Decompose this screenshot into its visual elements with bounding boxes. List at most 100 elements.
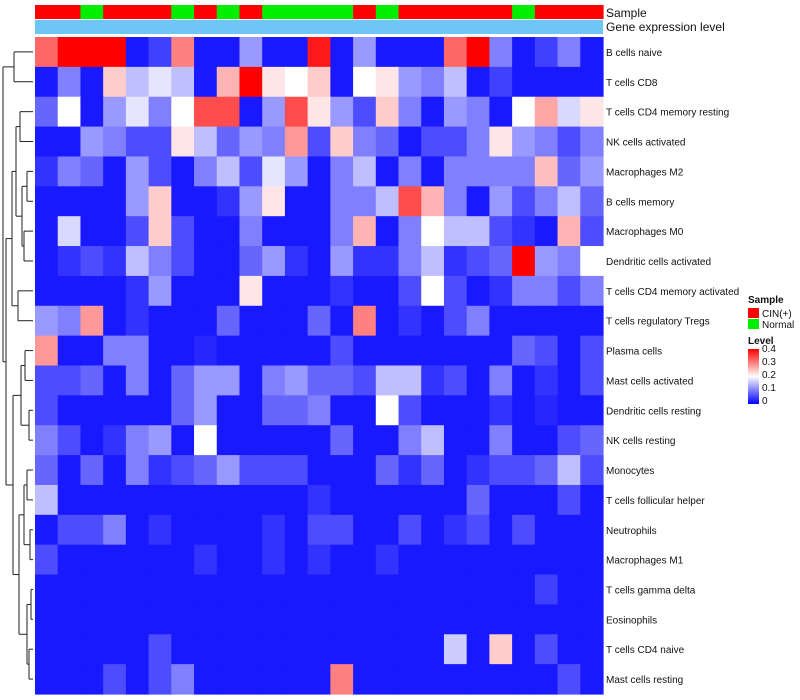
heatmap-cell (466, 246, 490, 277)
heatmap-cell (398, 484, 422, 516)
row-label: T cells follicular helper (606, 496, 705, 507)
heatmap-cell (194, 216, 218, 247)
heatmap-cell (375, 216, 400, 247)
heatmap-cell (466, 634, 490, 665)
heatmap-cell (398, 96, 422, 128)
heatmap-cell (103, 425, 127, 456)
heatmap-cell (103, 365, 127, 396)
heatmap-cell (443, 634, 468, 665)
heatmap-cell (512, 126, 536, 158)
heatmap-cell (262, 66, 286, 98)
heatmap-cell (284, 395, 309, 426)
heatmap-cell (307, 305, 331, 337)
heatmap-cell (239, 664, 263, 695)
heatmap-cell (375, 96, 400, 128)
heatmap-cell (262, 425, 286, 456)
heatmap-cell (148, 37, 172, 68)
heatmap-cell (375, 484, 400, 516)
sample-annotation-bar (35, 5, 604, 19)
heatmap-cell (353, 365, 377, 396)
heatmap-cell (398, 365, 422, 396)
heatmap-cell (512, 574, 536, 606)
heatmap-cell (489, 365, 513, 396)
heatmap-cell (239, 246, 263, 277)
heatmap-cell (103, 96, 127, 128)
heatmap-cell (330, 514, 354, 546)
heatmap-cell (307, 395, 331, 426)
heatmap-cell (421, 186, 445, 217)
heatmap-cell (443, 455, 468, 486)
heatmap-cell (353, 544, 377, 576)
heatmap-cell (512, 544, 536, 576)
heatmap-cell (171, 574, 195, 606)
heatmap-cell (80, 664, 104, 695)
heatmap-cell (443, 604, 468, 635)
heatmap-cell (216, 365, 241, 396)
heatmap-cell (580, 365, 604, 396)
heatmap-cell (466, 275, 490, 307)
heatmap-cell (103, 395, 127, 426)
heatmap-cell (216, 425, 241, 456)
heatmap-cell (103, 604, 127, 635)
heatmap-cell (353, 335, 377, 367)
heatmap-cell (580, 66, 604, 98)
heatmap-cell (421, 574, 445, 606)
heatmap-cell (307, 96, 331, 128)
heatmap-cell (194, 514, 218, 546)
heatmap-cell (330, 544, 354, 576)
heatmap-cell (125, 305, 150, 337)
heatmap-cell (57, 156, 82, 187)
heatmap-cell (262, 275, 286, 307)
heatmap-cell (216, 126, 241, 158)
heatmap-cell (148, 544, 172, 576)
heatmap-cell (443, 156, 468, 187)
heatmap-cell (421, 604, 445, 635)
heatmap-cell (580, 156, 604, 187)
heatmap-cell (580, 574, 604, 606)
heatmap-cell (353, 66, 377, 98)
heatmap-cell (534, 66, 559, 98)
heatmap-cell (35, 186, 59, 217)
heatmap-cell (398, 126, 422, 158)
heatmap-cell (489, 544, 513, 576)
heatmap-cell (171, 425, 195, 456)
heatmap-cell (262, 126, 286, 158)
heatmap-cell (534, 275, 559, 307)
heatmap-cell (216, 156, 241, 187)
heatmap-cell (216, 395, 241, 426)
legend-label-cin: CIN(+) (762, 309, 792, 320)
heatmap-cell (375, 514, 400, 546)
heatmap-cell (353, 425, 377, 456)
heatmap-cell (148, 246, 172, 277)
heatmap-cell (512, 425, 536, 456)
row-label: T cells CD8 (606, 78, 658, 89)
heatmap-cell (489, 156, 513, 187)
heatmap-cell (534, 514, 559, 546)
heatmap-cell (330, 37, 354, 68)
heatmap-cell (125, 216, 150, 247)
heatmap-cell (307, 37, 331, 68)
heatmap-cell (307, 574, 331, 606)
legend-label-normal: Normal (762, 320, 794, 331)
heatmap-cell (57, 246, 82, 277)
heatmap-cell (512, 455, 536, 486)
heatmap-cell (557, 66, 581, 98)
sample-cell-1 (57, 5, 82, 19)
heatmap-cell (216, 544, 241, 576)
heatmap-cell (534, 305, 559, 337)
heatmap-cell (57, 305, 82, 337)
heatmap-cell (421, 425, 445, 456)
heatmap-cell (35, 156, 59, 187)
heatmap-cell (557, 186, 581, 217)
heatmap-cell (330, 455, 354, 486)
heatmap-cell (35, 634, 59, 665)
heatmap-cell (489, 425, 513, 456)
heatmap-cell (421, 275, 445, 307)
heatmap-cell (557, 664, 581, 695)
heatmap-cell (534, 96, 559, 128)
heatmap-cell (103, 455, 127, 486)
heatmap-cell (103, 186, 127, 217)
heatmap-cell (466, 96, 490, 128)
heatmap-cell (284, 275, 309, 307)
